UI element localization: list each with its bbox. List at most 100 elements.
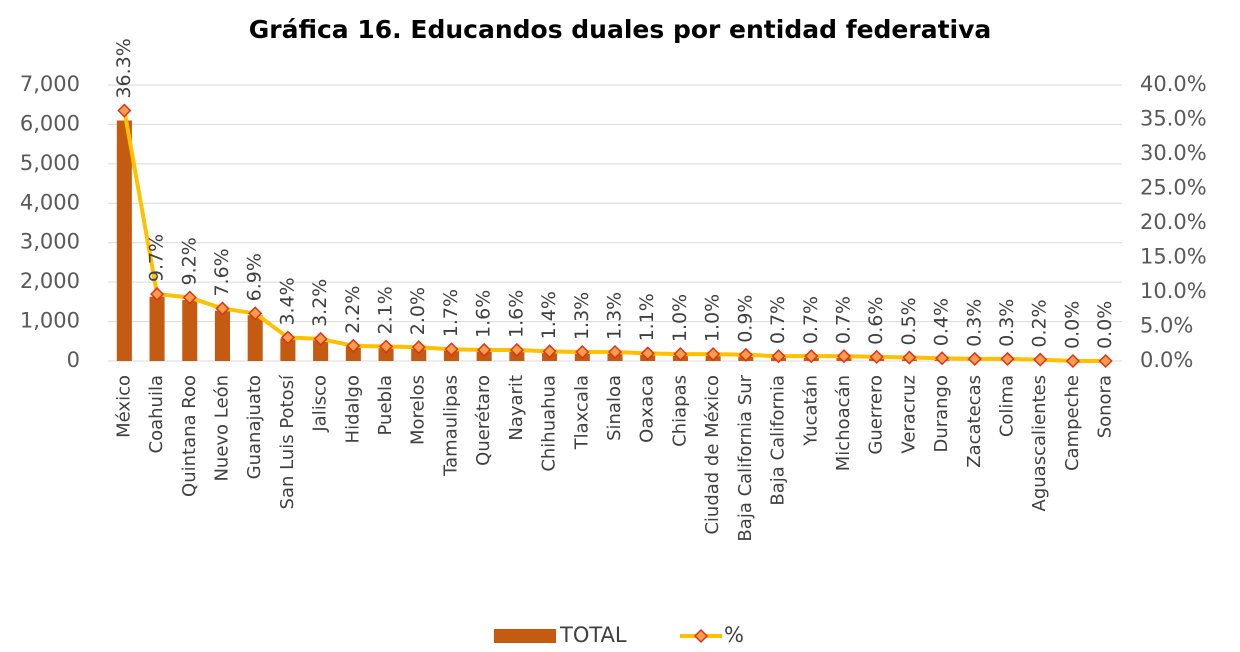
x-tick-label: Michoacán (833, 375, 854, 471)
marker (444, 342, 459, 357)
data-label: 1.0% (669, 294, 691, 342)
marker (1065, 353, 1080, 369)
bar (116, 120, 132, 361)
marker (575, 344, 590, 360)
x-tick-label: Yucatán (800, 375, 821, 447)
chart-title: Gráfica 16. Educandos duales por entidad… (249, 15, 992, 44)
data-label: 0.7% (800, 296, 822, 344)
data-label: 7.6% (211, 248, 233, 296)
x-tick-label: Durango (931, 375, 952, 453)
bar (182, 300, 198, 361)
y-tick-label: 1,000 (20, 309, 80, 333)
x-tick-label: Morelos (408, 375, 429, 445)
x-tick-label: Zacatecas (964, 375, 985, 468)
x-tick-label: Campeche (1062, 375, 1083, 471)
data-label: 1.3% (604, 292, 626, 340)
marker (509, 342, 524, 358)
y-tick-label: 0 (67, 348, 80, 372)
x-tick-label: Ciudad de México (702, 375, 723, 535)
marker (869, 349, 884, 364)
marker (346, 338, 361, 353)
bar (280, 338, 296, 361)
y2-tick-label: 5.0% (1140, 314, 1193, 338)
x-tick-label: Colima (997, 375, 1018, 437)
data-label: 0.0% (1061, 301, 1083, 349)
legend-label: % (724, 623, 744, 647)
x-tick-label: México (113, 375, 134, 438)
y2-tick-label: 40.0% (1140, 72, 1207, 96)
marker (1033, 352, 1048, 367)
legend-label: TOTAL (559, 623, 627, 647)
data-label: 9.2% (178, 237, 200, 285)
x-tick-label: Baja California Sur (735, 374, 756, 541)
data-label: 1.3% (571, 292, 593, 340)
x-tick-label: Tamaulipas (440, 375, 461, 477)
bar (149, 296, 165, 361)
data-label: 6.9% (244, 253, 266, 301)
marker (182, 290, 197, 305)
x-tick-label: Nayarit (506, 375, 527, 441)
y-tick-label: 7,000 (20, 72, 80, 96)
data-label: 0.3% (963, 299, 985, 347)
data-label: 2.0% (407, 287, 429, 335)
x-tick-label: Baja California (768, 375, 789, 506)
y2-tick-label: 0.0% (1140, 348, 1193, 372)
marker (706, 347, 721, 362)
bar (313, 339, 329, 361)
data-label: 0.7% (832, 296, 854, 344)
data-label: 1.6% (473, 290, 495, 338)
y-tick-label: 5,000 (20, 151, 80, 175)
data-label: 0.0% (1094, 301, 1116, 349)
y2-tick-label: 25.0% (1140, 176, 1207, 200)
x-tick-label: Aguascalientes (1029, 375, 1050, 511)
marker (215, 301, 230, 316)
legend-swatch (494, 629, 556, 643)
bar (411, 347, 427, 361)
data-label: 1.6% (505, 290, 527, 338)
x-tick-label: San Luis Potosí (277, 374, 298, 509)
marker (280, 330, 295, 345)
data-label: 0.3% (996, 299, 1018, 347)
marker (150, 287, 165, 302)
legend-marker (693, 628, 709, 644)
data-label: 0.2% (1029, 299, 1051, 347)
x-tick-label: Sinaloa (604, 375, 625, 441)
x-tick-label: Nuevo León (211, 375, 232, 482)
marker (771, 349, 786, 364)
x-tick-label: Chiapas (669, 375, 690, 447)
marker (477, 342, 492, 358)
marker (836, 349, 852, 364)
bar (247, 315, 263, 361)
x-tick-label: Chihuahua (539, 375, 560, 472)
marker (313, 331, 328, 346)
marker (673, 347, 688, 362)
data-label: 1.7% (440, 289, 462, 337)
x-tick-label: Querétaro (473, 375, 494, 466)
y2-tick-label: 35.0% (1140, 107, 1207, 131)
marker (378, 339, 394, 354)
data-label: 0.9% (734, 295, 756, 343)
data-label: 1.0% (702, 294, 724, 342)
data-label: 3.2% (309, 279, 331, 327)
bar (378, 347, 394, 361)
data-label: 0.4% (931, 298, 953, 346)
data-label: 36.3% (113, 38, 135, 98)
x-tick-label: Tlaxcala (571, 375, 592, 450)
marker (1000, 351, 1015, 366)
x-tick-label: Coahuila (146, 375, 167, 453)
y2-tick-label: 15.0% (1140, 245, 1207, 269)
bar (214, 310, 231, 361)
data-label: 0.6% (865, 297, 887, 345)
marker (804, 349, 819, 364)
x-tick-label: Oaxaca (637, 375, 658, 443)
marker (542, 344, 557, 359)
y-tick-label: 6,000 (20, 111, 80, 135)
x-tick-label: Hidalgo (342, 375, 363, 443)
marker (738, 347, 753, 362)
data-label: 2.2% (342, 286, 364, 334)
marker (902, 350, 917, 365)
x-tick-label: Jalisco (310, 375, 331, 433)
y2-tick-label: 10.0% (1140, 279, 1207, 303)
x-tick-label: Guanajuato (244, 375, 265, 479)
